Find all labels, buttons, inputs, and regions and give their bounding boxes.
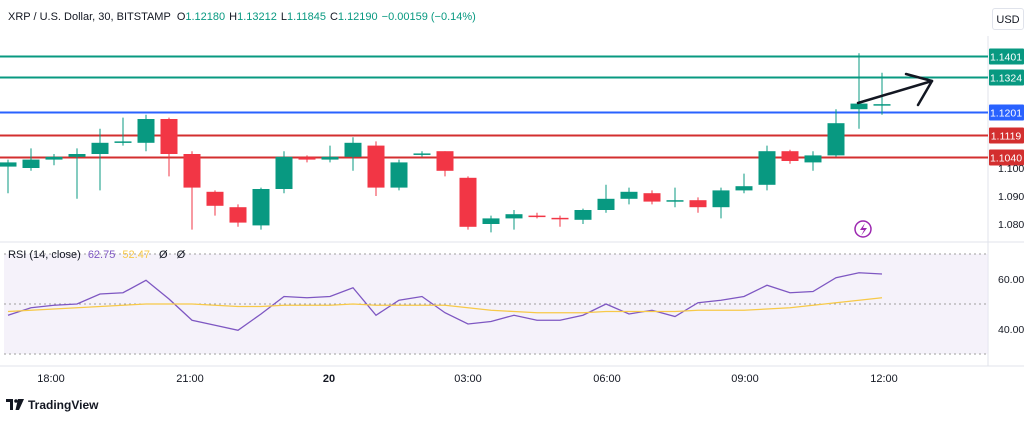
candle-body[interactable]	[505, 214, 523, 219]
candle-body[interactable]	[551, 217, 569, 220]
candle-body[interactable]	[298, 157, 316, 160]
candle-body[interactable]	[689, 200, 707, 208]
level-price-tag	[989, 127, 1024, 144]
candle-body[interactable]	[114, 141, 132, 143]
open-value: 1.12180	[185, 11, 226, 23]
candle-body[interactable]	[643, 193, 661, 202]
candle-body[interactable]	[390, 162, 408, 188]
time-axis-tick: 20	[323, 373, 335, 385]
candle-body[interactable]	[344, 142, 362, 157]
high-value: 1.13212	[237, 11, 277, 23]
time-axis-tick: 06:00	[593, 373, 621, 385]
tradingview-logo-icon	[6, 399, 24, 410]
time-axis-tick: 18:00	[37, 373, 65, 385]
rsi-label: RSI (14, close)	[8, 249, 81, 261]
open-label: O	[176, 11, 186, 23]
time-axis-tick: 03:00	[454, 373, 482, 385]
candle-body[interactable]	[804, 155, 822, 163]
candle-body[interactable]	[620, 191, 638, 199]
high-label: H	[229, 11, 238, 23]
candle-body[interactable]	[873, 104, 891, 106]
low-value: 1.11845	[286, 11, 326, 23]
rsi-extra-1: Ø	[159, 249, 168, 261]
level-price-tag	[989, 104, 1024, 121]
level-price-tag	[989, 69, 1024, 86]
level-price-label: 1.1324	[990, 73, 1022, 85]
rsi-line[interactable]	[7, 272, 883, 331]
candle-body[interactable]	[367, 145, 385, 188]
candle-body[interactable]	[482, 218, 500, 224]
candle-body[interactable]	[160, 119, 178, 154]
rsi-value: 62.75	[87, 249, 116, 261]
close-label: C	[329, 11, 338, 23]
candle-body[interactable]	[712, 190, 730, 208]
candle-body[interactable]	[22, 159, 40, 168]
rsi-ma-value: 52.47	[122, 249, 150, 261]
candle-body[interactable]	[735, 186, 753, 191]
candle-body[interactable]	[68, 154, 86, 157]
candle-body[interactable]	[758, 151, 776, 185]
candle-body[interactable]	[321, 156, 339, 160]
low-label: L	[280, 11, 287, 23]
candle-body[interactable]	[850, 103, 868, 110]
brand-name: TradingView	[28, 398, 99, 412]
candle-body[interactable]	[0, 162, 17, 167]
change-value: −0.00159 (−0.14%)	[381, 11, 476, 23]
price-axis-tick: 1.1000	[998, 163, 1024, 175]
candle-body[interactable]	[666, 200, 684, 202]
candle-body[interactable]	[275, 156, 293, 189]
symbol-info-bar: XRP / U.S. Dollar, 30, BITSTAMP O 1.1218…	[8, 11, 480, 23]
candle-body[interactable]	[597, 198, 615, 210]
candle-body[interactable]	[183, 154, 201, 188]
trend-arrow[interactable]	[856, 72, 934, 107]
rsi-extra-2: Ø	[176, 249, 186, 261]
level-price-label: 1.1401	[990, 52, 1022, 64]
lightning-icon[interactable]	[854, 220, 872, 238]
rsi-ma-line[interactable]	[7, 297, 883, 314]
candle-body[interactable]	[252, 189, 270, 226]
candle-body[interactable]	[781, 151, 799, 161]
tradingview-footer[interactable]: TradingView	[6, 398, 98, 412]
rsi-legend[interactable]: RSI (14, close) 62.75 52.47 Ø Ø	[8, 249, 185, 261]
level-price-label: 1.1201	[990, 108, 1022, 120]
price-axis-tick: 1.0800	[998, 219, 1024, 231]
rsi-axis-tick: 40.00	[998, 324, 1024, 336]
candle-body[interactable]	[413, 153, 431, 155]
candle-body[interactable]	[206, 191, 224, 206]
time-axis-tick: 09:00	[731, 373, 759, 385]
level-price-label: 1.1119	[991, 131, 1022, 143]
candle-body[interactable]	[229, 207, 247, 223]
level-price-tag	[989, 149, 1024, 166]
close-value: 1.12190	[337, 11, 378, 23]
candle-body[interactable]	[91, 142, 109, 154]
currency-button[interactable]: USD	[992, 8, 1024, 30]
time-axis-tick: 12:00	[870, 373, 898, 385]
candle-body[interactable]	[528, 215, 546, 218]
candle-body[interactable]	[574, 210, 592, 220]
level-price-tag	[989, 48, 1024, 65]
symbol-title[interactable]: XRP / U.S. Dollar, 30, BITSTAMP	[8, 11, 171, 23]
candle-body[interactable]	[137, 119, 155, 143]
level-price-label: 1.1040	[990, 153, 1022, 165]
price-axis-tick: 1.0900	[998, 191, 1024, 203]
candle-body[interactable]	[459, 177, 477, 227]
rsi-axis-tick: 60.00	[998, 274, 1024, 286]
time-axis-tick: 21:00	[176, 373, 204, 385]
candle-body[interactable]	[436, 151, 454, 171]
candle-body[interactable]	[45, 156, 63, 160]
candle-body[interactable]	[827, 123, 845, 156]
